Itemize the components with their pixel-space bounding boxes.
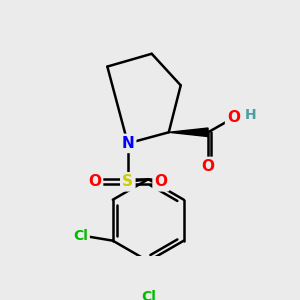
Text: O: O xyxy=(88,174,101,189)
Text: H: H xyxy=(245,108,256,122)
Polygon shape xyxy=(169,128,208,136)
Text: Cl: Cl xyxy=(141,290,156,300)
Text: O: O xyxy=(227,110,240,125)
Text: S: S xyxy=(122,174,133,189)
Text: Cl: Cl xyxy=(73,230,88,243)
Text: O: O xyxy=(202,159,214,174)
Text: O: O xyxy=(154,174,168,189)
Text: N: N xyxy=(122,136,134,151)
